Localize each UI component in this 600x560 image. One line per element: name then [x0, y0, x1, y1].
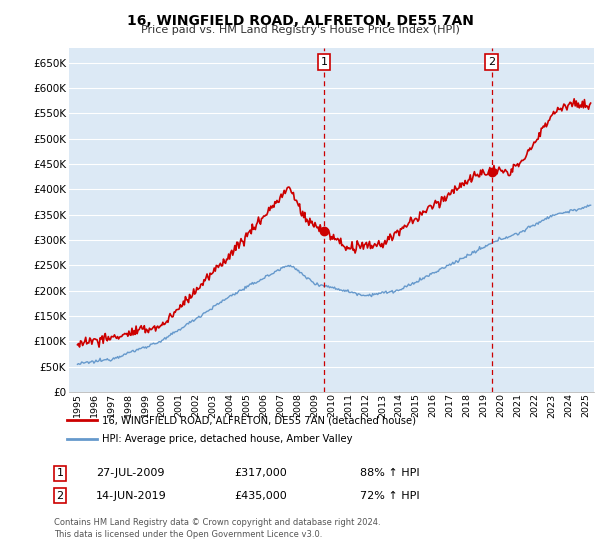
Text: Contains HM Land Registry data © Crown copyright and database right 2024.
This d: Contains HM Land Registry data © Crown c… [54, 518, 380, 539]
Text: 2: 2 [56, 491, 64, 501]
Text: 2: 2 [488, 57, 495, 67]
Text: 88% ↑ HPI: 88% ↑ HPI [360, 468, 419, 478]
Text: 1: 1 [321, 57, 328, 67]
Text: £317,000: £317,000 [234, 468, 287, 478]
Text: HPI: Average price, detached house, Amber Valley: HPI: Average price, detached house, Ambe… [102, 435, 352, 445]
Text: Price paid vs. HM Land Registry's House Price Index (HPI): Price paid vs. HM Land Registry's House … [140, 25, 460, 35]
Text: 27-JUL-2009: 27-JUL-2009 [96, 468, 164, 478]
Text: 72% ↑ HPI: 72% ↑ HPI [360, 491, 419, 501]
Text: 14-JUN-2019: 14-JUN-2019 [96, 491, 167, 501]
Text: 1: 1 [56, 468, 64, 478]
Text: 16, WINGFIELD ROAD, ALFRETON, DE55 7AN (detached house): 16, WINGFIELD ROAD, ALFRETON, DE55 7AN (… [102, 415, 416, 425]
Text: £435,000: £435,000 [234, 491, 287, 501]
Text: 16, WINGFIELD ROAD, ALFRETON, DE55 7AN: 16, WINGFIELD ROAD, ALFRETON, DE55 7AN [127, 14, 473, 28]
